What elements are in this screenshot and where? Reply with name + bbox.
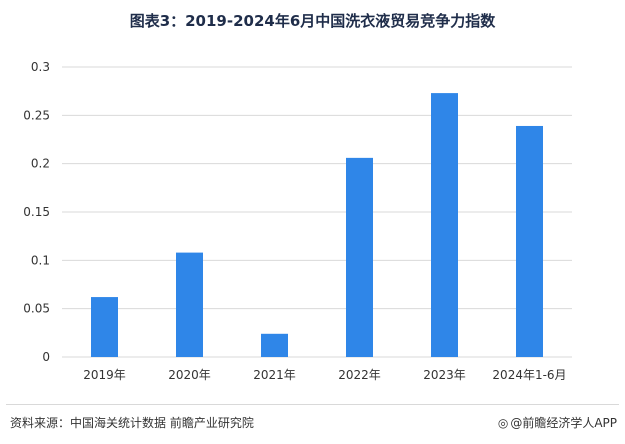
bar — [176, 252, 203, 357]
x-tick-label: 2023年 — [423, 368, 466, 382]
y-tick-label: 0.15 — [23, 205, 50, 219]
bar — [431, 93, 458, 357]
x-tick-label: 2021年 — [253, 368, 296, 382]
bar — [91, 297, 118, 357]
brand-credit: ◎ @前瞻经济学人APP — [498, 414, 617, 431]
x-tick-label: 2022年 — [338, 368, 381, 382]
y-tick-label: 0.3 — [31, 60, 50, 74]
y-tick-label: 0 — [42, 350, 50, 364]
y-tick-label: 0.05 — [23, 302, 50, 316]
x-tick-label: 2019年 — [83, 368, 126, 382]
y-tick-label: 0.1 — [31, 253, 50, 267]
x-tick-label: 2024年1-6月 — [492, 368, 566, 382]
y-tick-label: 0.2 — [31, 157, 50, 171]
wechat-logo-icon: ◎ — [497, 416, 509, 430]
chart-title: 图表3：2019-2024年6月中国洗衣液贸易竞争力指数 — [129, 12, 496, 30]
footer-divider — [6, 404, 619, 405]
bar — [261, 333, 288, 357]
bar — [516, 125, 543, 357]
bar — [346, 157, 373, 357]
y-tick-label: 0.25 — [23, 108, 50, 122]
brand-label: @前瞻经济学人APP — [510, 416, 617, 430]
x-tick-label: 2020年 — [168, 368, 211, 382]
source-note: 资料来源：中国海关统计数据 前瞻产业研究院 — [10, 416, 254, 430]
